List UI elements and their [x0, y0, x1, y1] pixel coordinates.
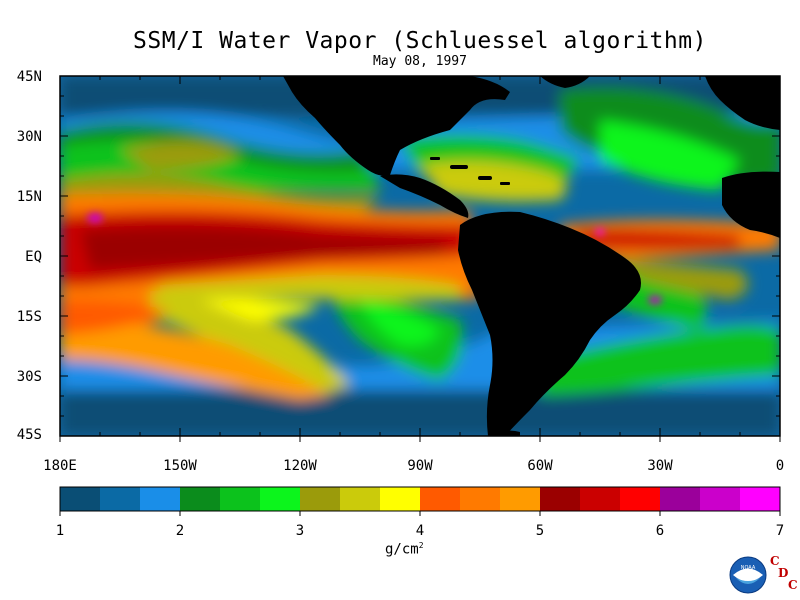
- lat-label-15s: 15S: [16, 309, 42, 325]
- colorbar-units: g/cm2: [385, 541, 424, 558]
- colorbar-label-4: 4: [415, 523, 425, 539]
- colorbar: [60, 487, 781, 511]
- colorbar-swatch: [660, 487, 701, 511]
- colorbar-swatch: [340, 487, 381, 511]
- lat-label-30s: 30S: [16, 369, 42, 385]
- colorbar-swatch: [460, 487, 501, 511]
- lon-label-180e: 180E: [43, 458, 77, 474]
- colorbar-swatch: [140, 487, 181, 511]
- colorbar-label-7: 7: [775, 523, 785, 539]
- colorbar-swatch: [300, 487, 341, 511]
- colorbar-swatch: [740, 487, 781, 511]
- colorbar-swatch: [100, 487, 141, 511]
- lon-label-60w: 60W: [527, 458, 553, 474]
- land-masses: [283, 76, 780, 436]
- axis-ticks: [59, 75, 781, 442]
- noaa-logo-text: NOAA: [741, 565, 756, 571]
- colorbar-swatch: [60, 487, 101, 511]
- lon-label-90w: 90W: [407, 458, 433, 474]
- lat-label-eq: EQ: [25, 249, 42, 265]
- colorbar-label-6: 6: [655, 523, 665, 539]
- noaa-logo: NOAA: [729, 556, 767, 594]
- colorbar-swatch: [420, 487, 461, 511]
- lat-label-45s: 45S: [16, 427, 42, 443]
- colorbar-label-2: 2: [175, 523, 185, 539]
- lat-label-30n: 30N: [16, 129, 42, 145]
- colorbar-swatch: [620, 487, 661, 511]
- colorbar-swatch: [380, 487, 421, 511]
- lat-label-15n: 15N: [16, 189, 42, 205]
- colorbar-swatch: [180, 487, 221, 511]
- colorbar-swatch: [700, 487, 741, 511]
- colorbar-swatch: [220, 487, 261, 511]
- colorbar-swatch: [540, 487, 581, 511]
- map-title: SSM/I Water Vapor (Schluessel algorithm): [133, 28, 707, 54]
- lon-label-150w: 150W: [163, 458, 197, 474]
- lon-label-120w: 120W: [283, 458, 317, 474]
- lat-label-45n: 45N: [16, 69, 42, 85]
- lon-label-0: 0: [775, 458, 785, 474]
- colorbar-label-3: 3: [295, 523, 305, 539]
- colorbar-swatch: [500, 487, 541, 511]
- colorbar-label-5: 5: [535, 523, 545, 539]
- colorbar-label-1: 1: [55, 523, 65, 539]
- lon-label-30w: 30W: [647, 458, 673, 474]
- colorbar-ticks: [59, 511, 781, 516]
- map-date: May 08, 1997: [373, 54, 467, 69]
- colorbar-swatch: [580, 487, 621, 511]
- colorbar-swatch: [260, 487, 301, 511]
